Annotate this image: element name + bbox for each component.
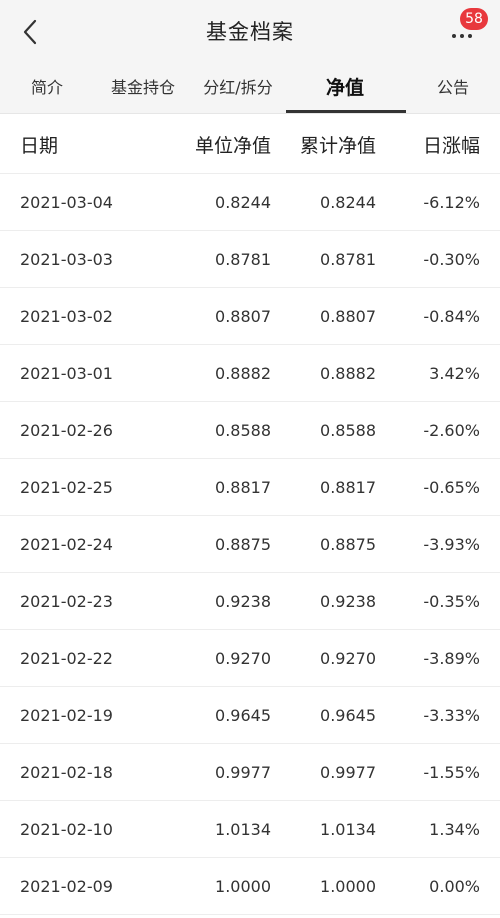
cell-acc-nav: 1.0134 xyxy=(320,820,376,839)
cell-daily-change: -0.84% xyxy=(423,307,480,326)
column-header-unit-nav: 单位净值 xyxy=(194,135,271,157)
cell-date: 2021-02-24 xyxy=(20,535,113,554)
notification-badge: 58 xyxy=(460,8,488,30)
cell-unit-nav: 0.9977 xyxy=(215,763,271,782)
cell-unit-nav: 0.8875 xyxy=(215,535,271,554)
cell-date: 2021-02-19 xyxy=(20,706,113,725)
cell-unit-nav: 0.9645 xyxy=(215,706,271,725)
cell-unit-nav: 0.8244 xyxy=(215,193,271,212)
cell-unit-nav: 0.8817 xyxy=(215,478,271,497)
cell-date: 2021-02-22 xyxy=(20,649,113,668)
more-dots-icon xyxy=(452,34,472,38)
cell-acc-nav: 0.9645 xyxy=(320,706,376,725)
table-row[interactable]: 2021-02-25 0.8817 0.8817 -0.65% xyxy=(0,459,500,516)
table-row[interactable]: 2021-03-03 0.8781 0.8781 -0.30% xyxy=(0,231,500,288)
cell-date: 2021-03-02 xyxy=(20,307,113,326)
tab-dividends[interactable]: 分红/拆分 xyxy=(203,78,273,97)
table-row[interactable]: 2021-02-10 1.0134 1.0134 1.34% xyxy=(0,801,500,858)
cell-date: 2021-03-03 xyxy=(20,250,113,269)
cell-acc-nav: 0.8807 xyxy=(320,307,376,326)
cell-date: 2021-02-25 xyxy=(20,478,113,497)
cell-acc-nav: 0.9238 xyxy=(320,592,376,611)
cell-acc-nav: 0.8875 xyxy=(320,535,376,554)
cell-daily-change: -3.33% xyxy=(423,706,480,725)
table-row[interactable]: 2021-02-19 0.9645 0.9645 -3.33% xyxy=(0,687,500,744)
cell-acc-nav: 1.0000 xyxy=(320,877,376,896)
cell-daily-change: -0.35% xyxy=(423,592,480,611)
column-header-acc-nav: 累计净值 xyxy=(299,135,376,157)
tab-nav[interactable]: 净值 xyxy=(325,77,364,99)
table-row[interactable]: 2021-02-18 0.9977 0.9977 -1.55% xyxy=(0,744,500,801)
cell-unit-nav: 0.8588 xyxy=(215,421,271,440)
cell-acc-nav: 0.8588 xyxy=(320,421,376,440)
table-row[interactable]: 2021-03-01 0.8882 0.8882 3.42% xyxy=(0,345,500,402)
table-row[interactable]: 2021-02-23 0.9238 0.9238 -0.35% xyxy=(0,573,500,630)
cell-unit-nav: 0.9270 xyxy=(215,649,271,668)
cell-date: 2021-02-10 xyxy=(20,820,113,839)
page-title: 基金档案 xyxy=(206,20,294,44)
tab-bar: 简介 基金持仓 分红/拆分 净值 公告 xyxy=(0,62,500,114)
table-row[interactable]: 2021-02-26 0.8588 0.8588 -2.60% xyxy=(0,402,500,459)
more-button[interactable] xyxy=(442,12,482,52)
tab-intro[interactable]: 简介 xyxy=(30,78,63,97)
cell-date: 2021-02-26 xyxy=(20,421,113,440)
cell-date: 2021-03-04 xyxy=(20,193,113,212)
cell-unit-nav: 1.0000 xyxy=(215,877,271,896)
column-header-daily-change: 日涨幅 xyxy=(422,135,480,157)
cell-date: 2021-03-01 xyxy=(20,364,113,383)
chevron-left-icon xyxy=(23,19,37,45)
cell-acc-nav: 0.8781 xyxy=(320,250,376,269)
top-nav-bar: 基金档案 58 xyxy=(0,0,500,62)
table-row[interactable]: 2021-02-22 0.9270 0.9270 -3.89% xyxy=(0,630,500,687)
table-row[interactable]: 2021-02-24 0.8875 0.8875 -3.93% xyxy=(0,516,500,573)
table-header: 日期 单位净值 累计净值 日涨幅 xyxy=(0,118,500,174)
cell-unit-nav: 0.8882 xyxy=(215,364,271,383)
cell-daily-change: -6.12% xyxy=(423,193,480,212)
cell-date: 2021-02-18 xyxy=(20,763,113,782)
cell-daily-change: -2.60% xyxy=(423,421,480,440)
cell-daily-change: -0.65% xyxy=(423,478,480,497)
cell-acc-nav: 0.9270 xyxy=(320,649,376,668)
cell-daily-change: 1.34% xyxy=(429,820,480,839)
tab-announcements[interactable]: 公告 xyxy=(436,78,469,97)
cell-acc-nav: 0.8244 xyxy=(320,193,376,212)
tab-holdings[interactable]: 基金持仓 xyxy=(110,78,175,97)
cell-daily-change: -3.93% xyxy=(423,535,480,554)
cell-daily-change: -0.30% xyxy=(423,250,480,269)
back-button[interactable] xyxy=(10,12,50,52)
cell-acc-nav: 0.9977 xyxy=(320,763,376,782)
cell-daily-change: -1.55% xyxy=(423,763,480,782)
cell-daily-change: 3.42% xyxy=(429,364,480,383)
cell-acc-nav: 0.8882 xyxy=(320,364,376,383)
cell-unit-nav: 0.8807 xyxy=(215,307,271,326)
cell-unit-nav: 0.8781 xyxy=(215,250,271,269)
cell-acc-nav: 0.8817 xyxy=(320,478,376,497)
table-row[interactable]: 2021-03-04 0.8244 0.8244 -6.12% xyxy=(0,174,500,231)
cell-date: 2021-02-23 xyxy=(20,592,113,611)
cell-daily-change: -3.89% xyxy=(423,649,480,668)
active-tab-indicator xyxy=(286,110,406,113)
column-header-date: 日期 xyxy=(20,135,59,157)
table-row[interactable]: 2021-03-02 0.8807 0.8807 -0.84% xyxy=(0,288,500,345)
cell-date: 2021-02-09 xyxy=(20,877,113,896)
cell-unit-nav: 0.9238 xyxy=(215,592,271,611)
table-row[interactable]: 2021-02-09 1.0000 1.0000 0.00% xyxy=(0,858,500,915)
cell-daily-change: 0.00% xyxy=(429,877,480,896)
cell-unit-nav: 1.0134 xyxy=(215,820,271,839)
